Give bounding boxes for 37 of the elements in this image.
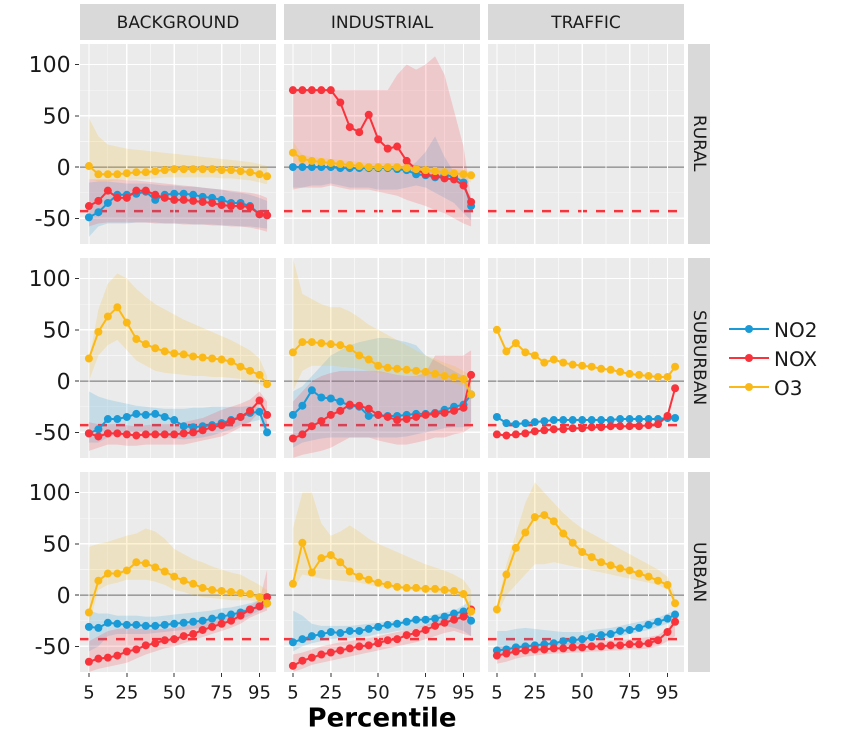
chart-title: TRAFFIC <box>550 12 621 33</box>
x-tick-label: 5 <box>491 682 503 704</box>
chart-title: BACKGROUND <box>116 12 240 33</box>
y-tick-label: 0 <box>56 370 71 395</box>
x-tick-label: 5 <box>83 682 95 704</box>
y-tick-label: -50 <box>34 421 71 446</box>
x-tick-label: 25 <box>319 682 342 704</box>
y2-axis-title: RURAL <box>689 115 709 172</box>
x-tick-label: 75 <box>210 682 234 704</box>
x-tick-label: 75 <box>618 682 642 704</box>
y2-axis-title: URBAN <box>689 542 709 602</box>
x-tick-label: 50 <box>162 682 186 704</box>
legend-label: NOX <box>774 346 818 371</box>
x-tick-label: 50 <box>570 682 594 704</box>
y2-axis-title: SUBURBAN <box>689 310 709 406</box>
chart-title: INDUSTRIAL <box>330 12 434 33</box>
y-tick-label: 50 <box>42 318 71 344</box>
legend-label: O3 <box>774 376 802 400</box>
x-tick-label: 50 <box>366 682 390 704</box>
x-tick-label: 25 <box>115 682 138 704</box>
y-tick-label: 100 <box>28 481 71 506</box>
y-tick-label: 50 <box>42 104 71 130</box>
y-tick-label: 0 <box>56 584 71 609</box>
y-tick-label: -50 <box>34 635 71 660</box>
legend-label: NO2 <box>774 318 818 342</box>
y-tick-label: 50 <box>42 532 71 558</box>
y-tick-label: 0 <box>56 156 71 181</box>
x-tick-label: 95 <box>248 682 271 704</box>
x-tick-label: 5 <box>287 682 299 704</box>
x-tick-label: 95 <box>452 682 475 704</box>
x-tick-label: 95 <box>656 682 679 704</box>
x-axis-title: Percentile <box>308 704 456 734</box>
x-tick-label: 25 <box>523 682 546 704</box>
y-tick-label: 100 <box>28 267 71 292</box>
x-tick-label: 75 <box>414 682 438 704</box>
y-tick-label: 100 <box>28 53 71 78</box>
y-tick-label: -50 <box>34 207 71 232</box>
